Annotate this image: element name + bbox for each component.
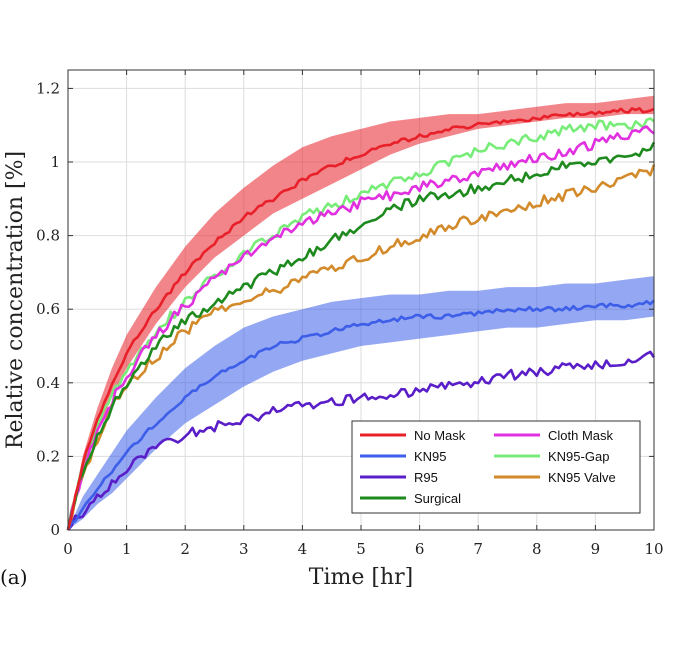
series-line-r95 [67,350,656,531]
x-tick-label: 4 [298,540,308,558]
series-line-kn95 [66,299,655,531]
y-axis-title: Relative concentration [%] [3,151,28,449]
legend-label-cloth-mask: Cloth Mask [548,428,614,443]
series-line-kn95-gap [66,117,655,531]
legend-label-r95: R95 [414,470,438,485]
x-tick-label: 2 [180,540,190,558]
x-tick-label: 10 [644,540,663,558]
y-tick-label: 1.2 [36,79,60,97]
x-tick-label: 5 [356,540,366,558]
legend: No Mask KN95 R95 Surgical Cloth Mask KN95-Gap… [351,420,641,514]
y-tick-label: 0.6 [36,300,60,318]
legend-label-surgical: Surgical [414,491,461,506]
series-lines [66,107,656,531]
axis-ticks [67,70,655,531]
legend-label-kn95-valve: KN95 Valve [548,470,616,485]
y-tick-label: 0.8 [36,227,60,245]
x-tick-label: 6 [415,540,425,558]
x-axis-title: Time [hr] [309,565,413,590]
x-tick-label: 7 [473,540,483,558]
y-tick-label: 0 [50,521,60,539]
x-tick-label: 1 [122,540,132,558]
y-tick-label: 0.2 [36,447,60,465]
x-tick-label: 9 [591,540,601,558]
x-tick-label: 8 [532,540,542,558]
tick-labels: 0 1 2 3 4 5 6 7 8 9 10 0 0.2 0.4 0.6 0.8 1 1.2 [36,79,663,558]
y-tick-label: 0.4 [36,374,60,392]
series-line-no-mask [66,107,655,531]
band-kn95 [68,276,654,530]
series-line-surgical [66,141,656,531]
x-tick-label: 0 [63,540,73,558]
y-tick-label: 1 [50,153,60,171]
legend-label-kn95: KN95 [414,449,447,464]
series-line-kn95-valve [66,164,656,531]
panel-label: (a) [0,565,28,589]
x-tick-label: 3 [239,540,249,558]
legend-label-kn95-gap: KN95-Gap [548,449,609,464]
confidence-bands [68,95,654,530]
legend-label-no-mask: No Mask [414,428,466,443]
series-line-cloth-mask [66,125,655,531]
